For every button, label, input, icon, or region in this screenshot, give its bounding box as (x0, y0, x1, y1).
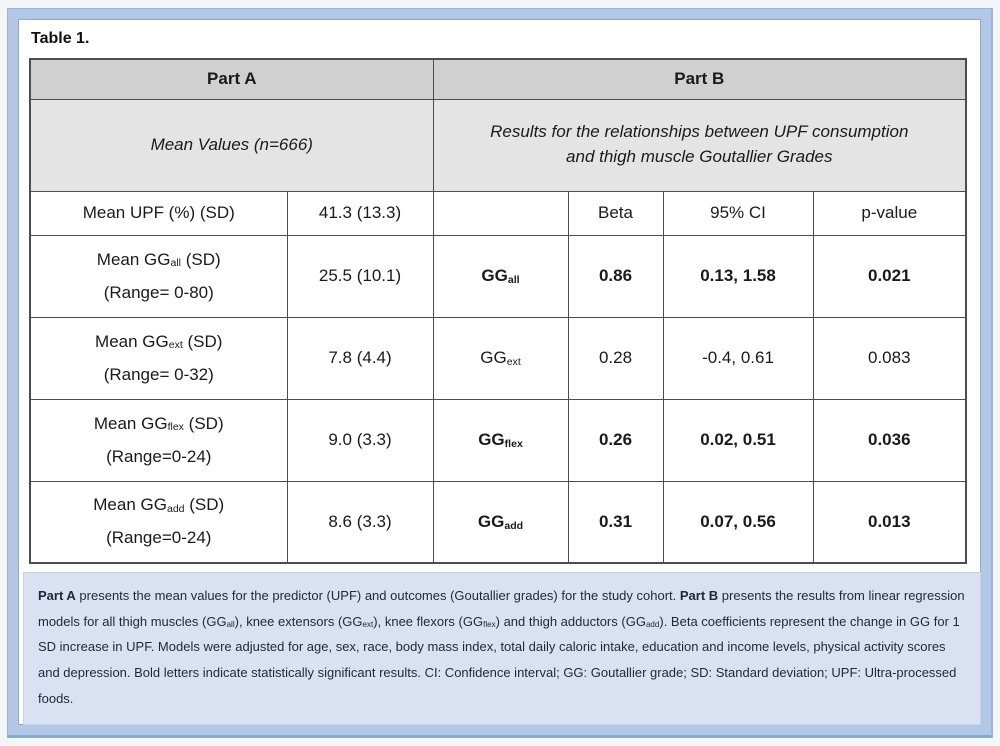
gg-all-pvalue-cell: 0.021 (812, 234, 967, 318)
gg-add-label: Mean GGadd (SD) (93, 495, 225, 516)
gg-ext-mean-cell: 7.8 (4.4) (286, 316, 434, 400)
part-a-subheader: Mean Values (n=666) (29, 98, 434, 192)
pvalue-column-header: p-value (812, 190, 967, 236)
row-gg-add: Mean GGadd (SD) (Range=0-24) 8.6 (3.3) GGad… (29, 480, 967, 564)
table-title: Table 1. (31, 30, 90, 47)
gg-flex-ci-cell: 0.02, 0.51 (662, 398, 814, 482)
gg-ext-range: (Range= 0-32) (103, 364, 214, 384)
figure-page: Table 1. Part A Part B Mean Values (n=66… (18, 19, 981, 725)
gg-all-ci-cell: 0.13, 1.58 (662, 234, 814, 318)
gg-flex-label-cell: Mean GGflex (SD) (Range=0-24) (29, 398, 288, 482)
row-gg-ext: Mean GGext (SD) (Range= 0-32) 7.8 (4.4) GGe… (29, 316, 967, 400)
gg-all-mean-cell: 25.5 (10.1) (286, 234, 434, 318)
gg-add-pvalue-cell: 0.013 (812, 480, 967, 564)
gg-ext-ci-cell: -0.4, 0.61 (662, 316, 814, 400)
gg-flex-name-cell: GGflex (432, 398, 569, 482)
row-gg-flex: Mean GGflex (SD) (Range=0-24) 9.0 (3.3) GGf… (29, 398, 967, 482)
figure-frame: Table 1. Part A Part B Mean Values (n=66… (7, 8, 993, 738)
gg-ext-beta-cell: 0.28 (567, 316, 664, 400)
row-gg-all: Mean GGall (SD) (Range= 0-80) 25.5 (10.1) G… (29, 234, 967, 318)
beta-column-header: Beta (567, 190, 664, 236)
part-a-header: Part A (29, 58, 434, 100)
gg-all-range: (Range= 0-80) (103, 282, 214, 302)
gg-add-label-cell: Mean GGadd (SD) (Range=0-24) (29, 480, 288, 564)
part-subheader-row: Mean Values (n=666) Results for the rela… (29, 98, 967, 192)
results-table: Part A Part B Mean Values (n=666) Result… (29, 58, 968, 564)
gg-add-mean-cell: 8.6 (3.3) (286, 480, 434, 564)
gg-ext-pvalue-cell: 0.083 (812, 316, 967, 400)
gg-flex-beta-cell: 0.26 (567, 398, 664, 482)
gg-flex-range: (Range=0-24) (106, 446, 212, 466)
gg-add-ci-cell: 0.07, 0.56 (662, 480, 814, 564)
gg-all-label: Mean GGall (SD) (96, 249, 221, 270)
upf-label-cell: Mean UPF (%) (SD) (29, 190, 288, 236)
gg-add-name-cell: GGadd (432, 480, 569, 564)
gg-ext-name-cell: GGext (432, 316, 569, 400)
gg-all-name-cell: GGall (432, 234, 569, 318)
ci-column-header: 95% CI (662, 190, 814, 236)
gg-flex-label: Mean GGflex (SD) (93, 413, 224, 434)
gg-all-label-cell: Mean GGall (SD) (Range= 0-80) (29, 234, 288, 318)
upf-value-cell: 41.3 (13.3) (286, 190, 434, 236)
gg-add-range: (Range=0-24) (106, 528, 212, 548)
upf-and-columns-row: Mean UPF (%) (SD) 41.3 (13.3) Beta 95% C… (29, 190, 967, 236)
part-b-subheader: Results for the relationships between UP… (432, 98, 967, 192)
gg-add-beta-cell: 0.31 (567, 480, 664, 564)
table-footnote: Part A presents the mean values for the … (23, 572, 981, 725)
gg-ext-label-cell: Mean GGext (SD) (Range= 0-32) (29, 316, 288, 400)
gg-all-beta-cell: 0.86 (567, 234, 664, 318)
gg-flex-pvalue-cell: 0.036 (812, 398, 967, 482)
gg-ext-label: Mean GGext (SD) (95, 331, 223, 352)
table-body: Part A Part B Mean Values (n=666) Result… (29, 58, 967, 564)
part-b-header: Part B (432, 58, 967, 100)
gg-flex-mean-cell: 9.0 (3.3) (286, 398, 434, 482)
empty-cell (432, 190, 569, 236)
part-header-row: Part A Part B (29, 58, 967, 100)
